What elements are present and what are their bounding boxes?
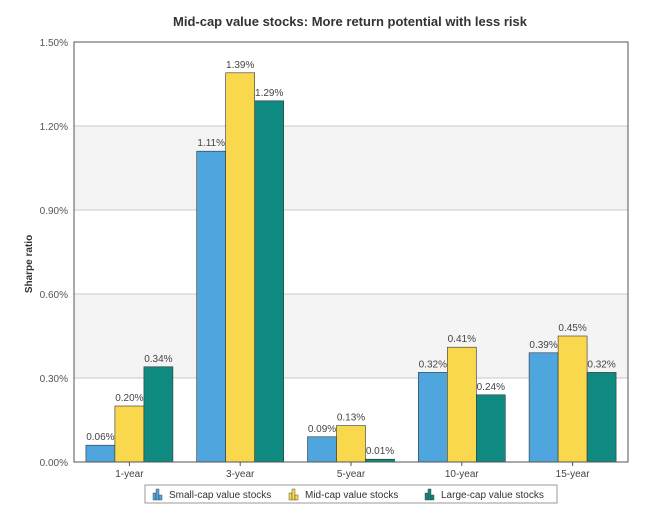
legend-bar-icon (152, 488, 163, 501)
bar (528, 352, 559, 463)
x-tick-label: 10-year (445, 469, 480, 480)
y-tick-label: 0.00% (40, 458, 68, 469)
legend-label: Small-cap value stocks (169, 490, 271, 501)
bar-data-label: 0.09% (308, 424, 336, 435)
legend-bar-icon (288, 488, 299, 501)
bar (336, 425, 366, 463)
bar (586, 372, 617, 463)
y-tick-label: 0.30% (40, 374, 68, 385)
bar (254, 100, 284, 463)
legend-icon-bar (430, 494, 435, 501)
bar-data-label: 0.01% (366, 446, 394, 457)
x-tick-label: 3-year (226, 469, 255, 480)
bar (417, 372, 448, 463)
bar (475, 394, 506, 463)
legend: Small-cap value stocks Mid-cap value stoc… (144, 484, 558, 504)
legend-label: Mid-cap value stocks (305, 490, 398, 501)
legend-icon-bar (424, 492, 429, 501)
bar-data-label: 0.39% (529, 340, 557, 351)
bar (196, 150, 226, 463)
plot-border (73, 41, 629, 463)
y-tick-label: 0.60% (40, 290, 68, 301)
bar-data-label: 0.41% (448, 334, 476, 345)
legend-icon-bar (294, 494, 299, 501)
bar-data-label: 1.39% (226, 60, 254, 71)
legend-icon-bar (288, 492, 293, 501)
legend-icon-bar (291, 488, 296, 501)
bar (307, 436, 337, 463)
bar-data-label: 0.06% (86, 432, 114, 443)
bar-data-label: 1.29% (255, 88, 283, 99)
x-tick-label: 5-year (337, 469, 366, 480)
bar (85, 444, 116, 463)
bar-data-label: 0.45% (558, 323, 586, 334)
bar (114, 405, 145, 463)
bar-data-label: 0.32% (587, 359, 615, 370)
x-axis-ticks: 1-year 3-year 5-year 10-year 15-year (115, 462, 590, 480)
bar-data-labels: 0.06% 0.20% 0.34% 1.11% 1.39% 1.29% 0.09%0.13%… (86, 60, 616, 457)
bar-data-label: 1.11% (197, 138, 225, 149)
y-tick-label: 0.90% (40, 206, 68, 217)
bar (557, 335, 588, 463)
bar-data-label: 0.24% (477, 382, 505, 393)
bar (143, 366, 174, 463)
bar-data-label: 0.20% (115, 393, 143, 404)
bar (225, 72, 255, 463)
bar-data-label: 0.32% (419, 359, 447, 370)
bar (446, 346, 477, 463)
bar-data-label: 0.13% (337, 413, 365, 424)
legend-icon-bar (152, 492, 157, 501)
legend-bar-icon (424, 488, 435, 501)
legend-icon-bar (158, 494, 163, 501)
grid-band (74, 126, 628, 210)
y-axis-ticks: 0.00% 0.30% 0.60% 0.90% 1.20% 1.50% (40, 38, 68, 469)
y-tick-label: 1.20% (40, 122, 68, 133)
bars (85, 72, 617, 463)
chart-title: Mid-cap value stocks: More return potent… (173, 14, 528, 29)
x-tick-label: 1-year (115, 469, 144, 480)
y-tick-label: 1.50% (40, 38, 68, 49)
axes (73, 41, 629, 463)
y-axis-label: Sharpe ratio (24, 235, 35, 293)
legend-label: Large-cap value stocks (441, 490, 544, 501)
legend-icon-bar (155, 488, 160, 501)
bar-data-label: 0.34% (144, 354, 172, 365)
legend-box (144, 484, 558, 504)
x-tick-label: 15-year (556, 469, 591, 480)
legend-icon-bar (427, 488, 432, 501)
